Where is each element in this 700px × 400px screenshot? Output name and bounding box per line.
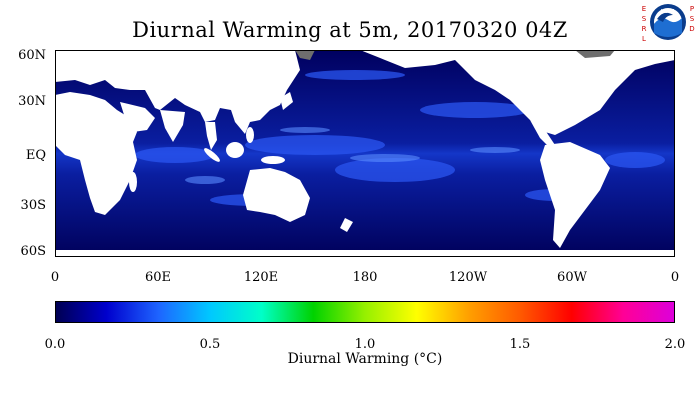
australia [243, 168, 310, 222]
sea-ice [295, 50, 615, 60]
colorbar-tick-2: 1.0 [354, 337, 376, 352]
lon-label-0-right: 0 [670, 270, 680, 285]
diurnal-warming-map [55, 50, 675, 257]
lat-label-eq: EQ [25, 148, 46, 163]
colorbar-fill [55, 301, 675, 323]
svg-text:NOAA: NOAA [661, 9, 676, 15]
lon-label-120e: 120E [243, 270, 279, 285]
central-america [530, 120, 555, 148]
lon-label-120w: 120W [448, 270, 488, 285]
india [160, 110, 185, 142]
colorbar-tick-4: 2.0 [664, 337, 686, 352]
colorbar-title: Diurnal Warming (°C) [287, 351, 443, 367]
north-america [360, 50, 675, 135]
sumatra [204, 148, 220, 162]
lat-label-60s: 60S [20, 244, 46, 259]
borneo [226, 142, 244, 158]
antarctica [55, 250, 675, 257]
colorbar-tick-0: 0.0 [44, 337, 66, 352]
lat-label-30n: 30N [18, 94, 46, 109]
colorbar-tick-3: 1.5 [509, 337, 531, 352]
map-title: Diurnal Warming at 5m, 20170320 04Z [132, 18, 568, 42]
lon-label-180: 180 [352, 270, 378, 285]
se-asia [205, 122, 217, 150]
warm-streaks [185, 127, 520, 184]
lat-label-30s: 30S [20, 198, 46, 213]
new-guinea [261, 156, 285, 164]
lon-label-60w: 60W [557, 270, 587, 285]
new-zealand [340, 218, 353, 232]
japan [280, 92, 293, 110]
lat-label-60n: 60N [18, 48, 46, 63]
noaa-logo-icon: NOAA [650, 4, 686, 40]
colorbar-tick-1: 0.5 [199, 337, 221, 352]
colorbar-frame [55, 301, 675, 323]
philippines [246, 127, 254, 143]
lon-label-0-left: 0 [50, 270, 60, 285]
lon-label-60e: 60E [144, 270, 172, 285]
eurasia [55, 50, 300, 134]
map-frame [55, 50, 675, 257]
africa [55, 92, 137, 215]
arabia [120, 102, 155, 132]
colorbar [55, 301, 675, 323]
land-masses [55, 50, 675, 257]
south-america [540, 142, 610, 248]
madagascar [129, 172, 137, 192]
